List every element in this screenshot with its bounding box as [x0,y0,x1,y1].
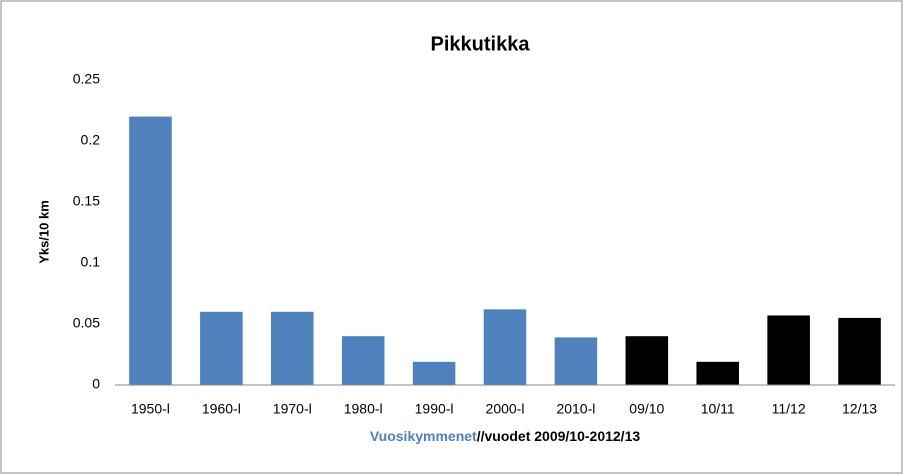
x-tick-label: 1950-l [131,401,170,417]
x-axis-label-part: //vuodet 2009/10-2012/13 [477,428,641,444]
x-tick-label: 10/11 [701,401,735,417]
bar [412,361,456,385]
x-tick-label: 2000-l [486,401,525,417]
bar [200,311,243,385]
bar [271,311,314,385]
x-tick-label: 11/12 [772,401,806,417]
x-axis-label-part: Vuosikymmenet [370,428,477,444]
chart-title: Pikkutikka [431,33,531,55]
y-tick-label: 0.25 [73,71,100,87]
bar [767,315,810,385]
y-tick-label: 0.2 [81,132,101,148]
y-tick-label: 0 [92,376,100,392]
bar [838,317,881,385]
x-tick-label: 1990-l [415,401,454,417]
bar [554,337,598,385]
x-tick-label: 12/13 [842,401,877,417]
bar [696,361,739,385]
y-tick-label: 0.15 [73,193,100,209]
y-tick-label: 0.05 [73,315,100,331]
bar [483,309,527,385]
bar [341,336,385,385]
x-tick-label: 1970-l [273,401,312,417]
bar [625,336,669,385]
x-axis-label: Vuosikymmenet//vuodet 2009/10-2012/13 [370,428,641,444]
y-axis-label: Yks/10 km [36,200,51,264]
x-tick-label: 1980-l [344,401,383,417]
x-tick-label: 2010-l [556,401,595,417]
x-tick-label: 1960-l [202,401,241,417]
bar [129,116,172,385]
x-tick-label: 09/10 [629,401,664,417]
y-tick-label: 0.1 [81,254,101,270]
